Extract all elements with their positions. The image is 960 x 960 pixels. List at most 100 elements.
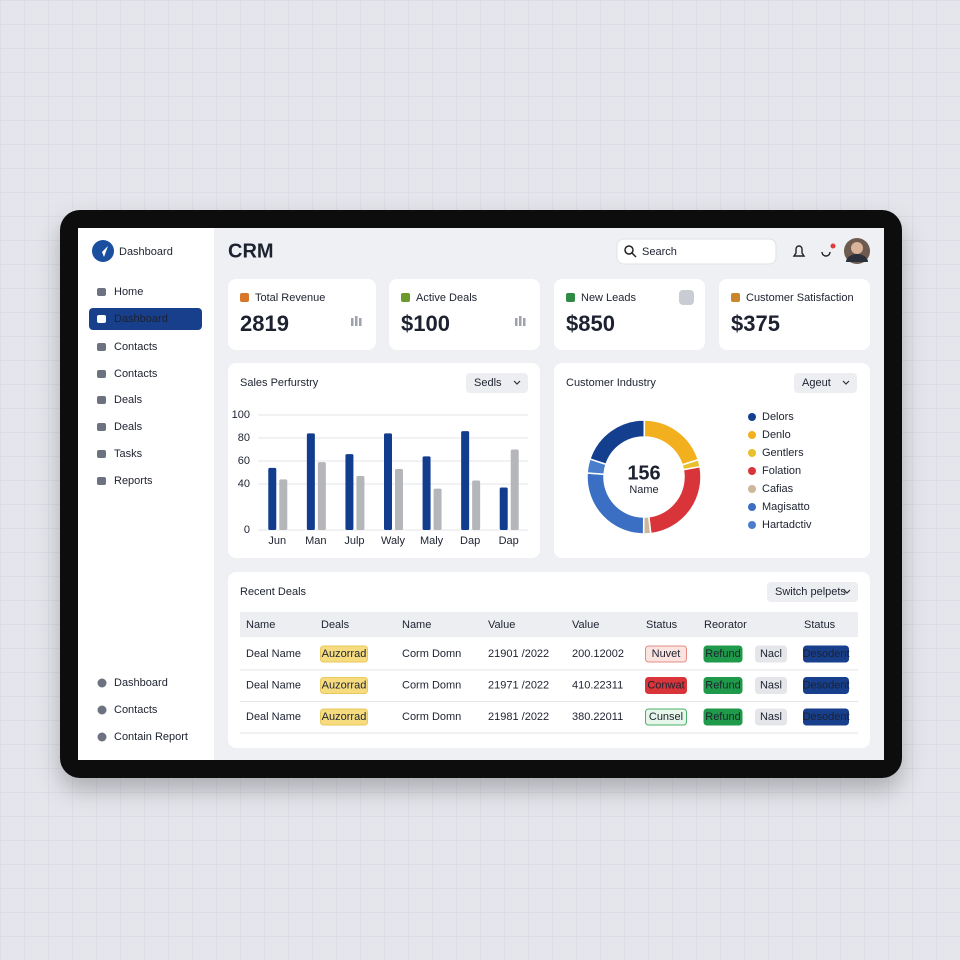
status-chip (803, 708, 849, 726)
nav-active-bg (89, 308, 202, 330)
kpi-icon (731, 293, 740, 302)
bar (422, 456, 431, 530)
filter-label: Sedls (474, 377, 502, 389)
chip-label: Auzorrad (322, 679, 367, 691)
kpi-label: New Leads (581, 292, 637, 304)
footer-nav-item[interactable]: Dashboard (114, 677, 168, 689)
nav-icon (97, 343, 106, 351)
legend-swatch (748, 413, 756, 421)
chip-label: Refund (705, 711, 740, 723)
chip-label: Auzorrad (322, 648, 367, 660)
bar (384, 433, 392, 530)
status-chip (703, 645, 743, 663)
chip-label: Conwat (647, 679, 684, 691)
bell-icon[interactable] (792, 245, 806, 257)
search-placeholder: Search (642, 246, 677, 258)
cell: Deal Name (246, 648, 301, 660)
nav-item[interactable]: Contacts (114, 368, 158, 380)
y-tick-label: 100 (232, 409, 250, 421)
bar (499, 487, 508, 530)
footer-nav-item[interactable]: Contacts (114, 704, 158, 716)
kpi-label: Customer Satisfaction (746, 292, 854, 304)
nav-item[interactable]: Dashboard (114, 313, 168, 325)
cell: Deal Name (246, 679, 301, 691)
column-header: Reorator (704, 619, 747, 631)
nav-item[interactable]: Deals (114, 421, 143, 433)
kpi-label: Active Deals (416, 292, 478, 304)
search-box[interactable] (616, 238, 777, 265)
cell: 200.12002 (572, 648, 624, 660)
notification-dot (830, 243, 836, 249)
nav-item[interactable]: Tasks (114, 448, 143, 460)
search-icon (624, 245, 634, 255)
filter-label: Ageut (802, 377, 831, 389)
kpi-icon (401, 293, 410, 302)
nav-icon (97, 477, 106, 485)
brand-name: Dashboard (119, 246, 173, 258)
status-chip (755, 645, 787, 663)
kpi-sparkbar (355, 316, 358, 326)
column-header: Status (804, 619, 836, 631)
cell: 21981 /2022 (488, 711, 549, 723)
legend-swatch (748, 431, 756, 439)
y-tick-label: 80 (238, 432, 250, 444)
cell: Corm Domn (402, 679, 461, 691)
x-tick-label: Jun (268, 535, 286, 547)
emoji-icon[interactable] (821, 251, 831, 257)
legend-label: Cafias (762, 483, 794, 495)
table-title: Recent Deals (240, 586, 307, 598)
nav-item[interactable]: Reports (114, 475, 153, 487)
legend-label: Denlo (762, 429, 791, 441)
column-header: Value (572, 619, 599, 631)
x-tick-label: Julp (344, 535, 364, 547)
cell: Corm Domn (402, 711, 461, 723)
chip-label: Desodent (802, 679, 849, 691)
bar (356, 475, 365, 530)
filter-dropdown[interactable] (794, 373, 857, 393)
kpi-value: $850 (566, 311, 615, 336)
x-tick-label: Man (305, 535, 326, 547)
nav-item[interactable]: Home (114, 286, 143, 298)
kpi-badge (679, 290, 694, 305)
donut-segment (586, 458, 607, 476)
status-chip (755, 708, 787, 726)
cell: 410.22311 (572, 679, 623, 691)
cell: 21971 /2022 (488, 679, 549, 691)
chip-label: Auzorrad (322, 711, 367, 723)
nav-item[interactable]: Deals (114, 394, 143, 406)
legend-label: Folation (762, 465, 801, 477)
cell: Deal Name (246, 711, 301, 723)
chip-label: Refund (705, 679, 740, 691)
search-icon (631, 252, 637, 258)
footer-nav-item[interactable]: Contain Report (114, 731, 188, 743)
y-tick-label: 60 (238, 455, 250, 467)
brand-logo-glyph (98, 246, 108, 257)
chip-label: Nasl (760, 711, 782, 723)
nav-icon (97, 288, 106, 296)
filter-label: Switch pelpets (775, 586, 846, 598)
filter-dropdown[interactable] (466, 373, 528, 393)
kpi-card (719, 279, 870, 350)
bar (345, 454, 354, 530)
chevron (842, 380, 850, 385)
content: Home Dashboard Contacts Contacts Deals Deals T… (89, 279, 870, 748)
nav-icon (97, 732, 107, 742)
table-header-bg (240, 612, 858, 637)
donut-center-label: Name (629, 484, 658, 496)
status-chip (755, 677, 787, 694)
x-tick-label: Waly (381, 535, 406, 547)
chip-label: Nuvet (652, 648, 681, 660)
chevron (513, 380, 521, 385)
chip-label: Cunsel (649, 711, 683, 723)
avatar-body (846, 254, 868, 262)
bar (433, 488, 442, 530)
cell: 380.22011 (572, 711, 623, 723)
kpi-icon (566, 293, 575, 302)
nav-item[interactable]: Contacts (114, 341, 158, 353)
cell: 21901 /2022 (488, 648, 549, 660)
kpi-icon (240, 293, 249, 302)
chevron (843, 589, 851, 594)
nav-icon (97, 450, 106, 458)
chart-title: Customer Industry (566, 377, 656, 389)
filter-dropdown[interactable] (767, 582, 858, 602)
